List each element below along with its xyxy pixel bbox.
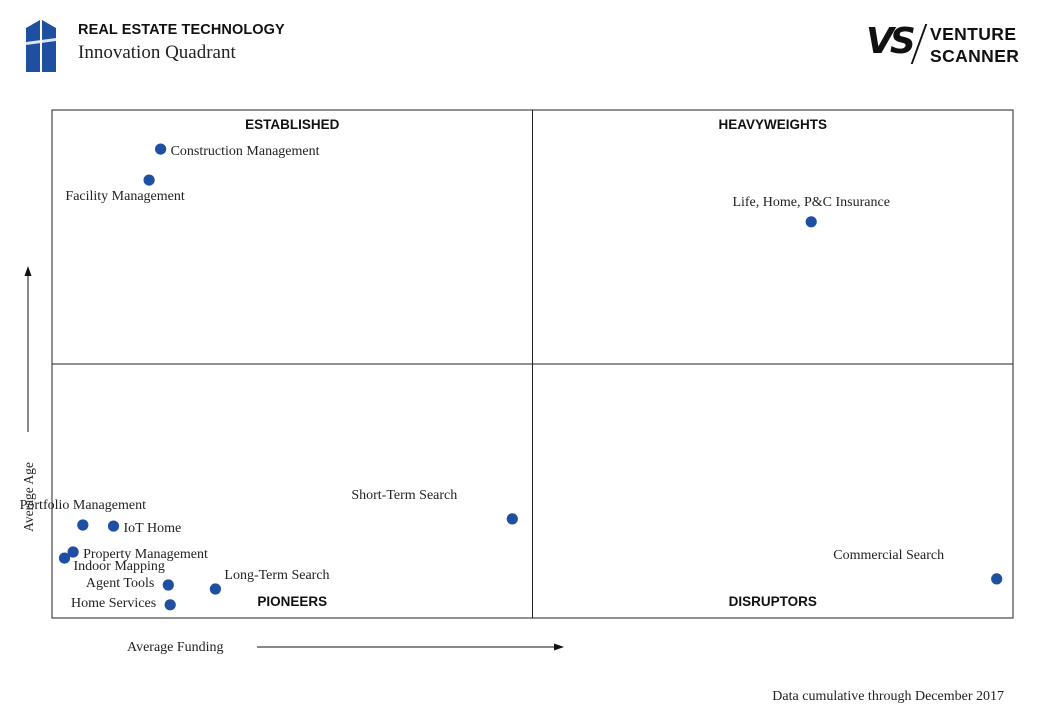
- y-axis-arrowhead: [24, 266, 32, 276]
- data-label: Long-Term Search: [224, 568, 329, 583]
- quadrant-label-established: ESTABLISHED: [245, 117, 340, 132]
- venture-scanner-logo: VS VENTURE SCANNER: [866, 22, 1026, 72]
- data-label: Life, Home, P&C Insurance: [732, 195, 889, 210]
- data-point: [164, 599, 176, 611]
- data-point: [162, 579, 174, 591]
- building-logo-icon: [26, 20, 56, 72]
- data-point: [506, 513, 518, 525]
- page-title: REAL ESTATE TECHNOLOGY: [78, 22, 285, 38]
- data-label: Property Management: [83, 547, 208, 562]
- vs-mark: VS: [866, 21, 916, 62]
- x-axis-arrowhead: [554, 643, 564, 651]
- logo-word-scanner: SCANNER: [930, 46, 1020, 66]
- data-label: Short-Term Search: [351, 488, 457, 503]
- data-label: Portfolio Management: [20, 498, 146, 513]
- data-point: [143, 174, 155, 186]
- x-axis-label: Average Funding: [127, 640, 224, 655]
- data-label: Commercial Search: [833, 548, 944, 563]
- data-label: Indoor Mapping: [74, 559, 165, 574]
- data-point: [155, 143, 167, 155]
- quadrant-label-heavyweights: HEAVYWEIGHTS: [718, 117, 827, 132]
- quadrant-label-disruptors: DISRUPTORS: [729, 594, 817, 609]
- data-label: IoT Home: [124, 521, 182, 536]
- logo-word-venture: VENTURE: [930, 24, 1017, 44]
- data-label: Agent Tools: [86, 576, 154, 591]
- y-axis-label: Average Age: [21, 462, 36, 532]
- data-label: Facility Management: [65, 189, 184, 204]
- data-point: [991, 573, 1003, 585]
- data-point: [107, 520, 120, 532]
- data-label: Home Services: [71, 596, 156, 611]
- data-point: [209, 583, 221, 595]
- footer-note: Data cumulative through December 2017: [772, 689, 1004, 704]
- data-point: [805, 216, 817, 228]
- data-point: [77, 519, 89, 531]
- data-point: [58, 552, 71, 564]
- data-label: Construction Management: [171, 144, 320, 159]
- data-point: [67, 546, 79, 558]
- quadrant-label-pioneers: PIONEERS: [257, 594, 327, 609]
- page-subtitle: Innovation Quadrant: [78, 42, 236, 63]
